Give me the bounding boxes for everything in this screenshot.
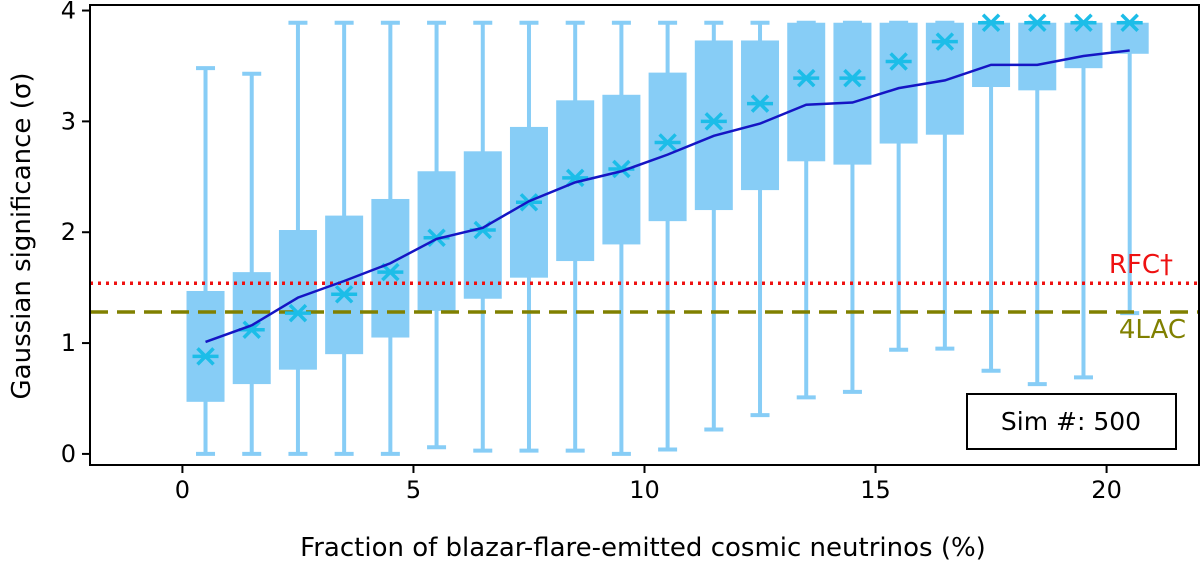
mean-line-layer <box>205 49 1130 344</box>
median-group-2 <box>284 303 311 323</box>
mean-marker-1 <box>242 320 261 340</box>
mean-marker-16 <box>935 32 955 51</box>
sim-count-text: Sim #: 500 <box>1001 407 1141 436</box>
box-body-14 <box>833 22 872 165</box>
sim-count-frame <box>966 393 1177 450</box>
sim-count-box: Sim #: 500 <box>966 393 1177 450</box>
box-1 <box>232 71 271 456</box>
box-14 <box>833 20 872 394</box>
box-19 <box>1064 20 1103 380</box>
mean-marker-12 <box>750 94 770 113</box>
reference-label-rfc: RFC† <box>1109 250 1173 280</box>
mean-marker-11 <box>704 112 724 131</box>
mean-marker-20 <box>1120 13 1139 32</box>
box-13 <box>787 20 826 400</box>
box-body-5 <box>417 171 456 311</box>
mean-marker-2 <box>288 303 308 323</box>
median-group-19 <box>1070 13 1097 32</box>
box-body-19 <box>1064 22 1103 69</box>
medians-layer <box>192 13 1143 366</box>
x-tick-label-20: 20 <box>1091 476 1122 504</box>
median-group-18 <box>1024 13 1051 32</box>
y-tick-label-2: 2 <box>61 218 76 246</box>
box-15 <box>879 20 918 352</box>
mean-marker-3 <box>334 285 354 304</box>
median-group-16 <box>931 32 958 51</box>
box-5 <box>417 20 456 450</box>
box-body-2 <box>278 230 317 370</box>
box-17 <box>972 20 1011 373</box>
x-ticks-layer: 0 5 10 15 20 <box>175 465 1122 504</box>
y-ticks-layer: 0 1 2 3 4 <box>61 0 90 468</box>
box-body-8 <box>556 100 595 262</box>
box-3 <box>325 20 364 456</box>
mean-marker-18 <box>1028 13 1047 32</box>
median-group-12 <box>747 94 774 113</box>
x-axis-title: Fraction of blazar-flare-emitted cosmic … <box>300 533 986 563</box>
mean-marker-0 <box>196 347 215 366</box>
box-body-17 <box>972 22 1011 88</box>
mean-marker-19 <box>1074 13 1093 32</box>
x-tick-label-0: 0 <box>175 476 190 504</box>
box-body-13 <box>787 22 826 162</box>
y-tick-label-3: 3 <box>61 107 76 135</box>
boxes-layer <box>186 20 1149 456</box>
mean-marker-15 <box>889 52 908 71</box>
median-group-14 <box>839 68 866 88</box>
box-body-0 <box>186 290 225 402</box>
y-tick-label-1: 1 <box>61 329 76 357</box>
mean-marker-17 <box>981 13 1001 32</box>
median-group-11 <box>700 112 727 131</box>
median-group-15 <box>885 52 912 71</box>
mean-marker-14 <box>843 68 862 88</box>
box-body-15 <box>879 22 918 144</box>
median-group-4 <box>377 262 404 282</box>
box-body-18 <box>1018 22 1057 91</box>
box-11 <box>694 20 733 432</box>
box-8 <box>556 20 595 453</box>
mean-line <box>205 49 1130 344</box>
y-tick-label-0: 0 <box>61 440 76 468</box>
box-9 <box>602 20 641 456</box>
box-0 <box>186 66 225 456</box>
box-body-20 <box>1110 22 1149 54</box>
box-4 <box>371 20 410 456</box>
median-group-0 <box>192 347 219 366</box>
median-group-10 <box>654 133 681 152</box>
box-6 <box>463 20 502 453</box>
box-12 <box>741 20 780 418</box>
y-axis-title: Gaussian significance (σ) <box>7 73 37 400</box>
median-group-13 <box>793 68 820 88</box>
box-body-12 <box>741 40 780 191</box>
box-body-10 <box>648 72 687 222</box>
x-tick-label-15: 15 <box>860 476 891 504</box>
x-tick-label-5: 5 <box>406 476 421 504</box>
box-10 <box>648 20 687 452</box>
mean-marker-9 <box>612 159 631 179</box>
box-7 <box>509 20 548 453</box>
box-16 <box>925 20 964 351</box>
box-18 <box>1018 20 1057 387</box>
mean-marker-10 <box>658 133 677 152</box>
median-group-20 <box>1116 13 1143 32</box>
box-body-6 <box>463 151 502 299</box>
mean-marker-4 <box>381 262 400 282</box>
box-2 <box>278 20 317 456</box>
median-group-3 <box>331 285 358 304</box>
reference-lines-layer <box>90 281 1199 314</box>
reference-label-4lac: 4LAC <box>1119 315 1186 345</box>
y-tick-label-4: 4 <box>61 0 76 25</box>
median-group-17 <box>978 13 1005 32</box>
mean-marker-13 <box>796 68 816 88</box>
x-tick-label-10: 10 <box>629 476 660 504</box>
box-body-11 <box>694 40 733 211</box>
